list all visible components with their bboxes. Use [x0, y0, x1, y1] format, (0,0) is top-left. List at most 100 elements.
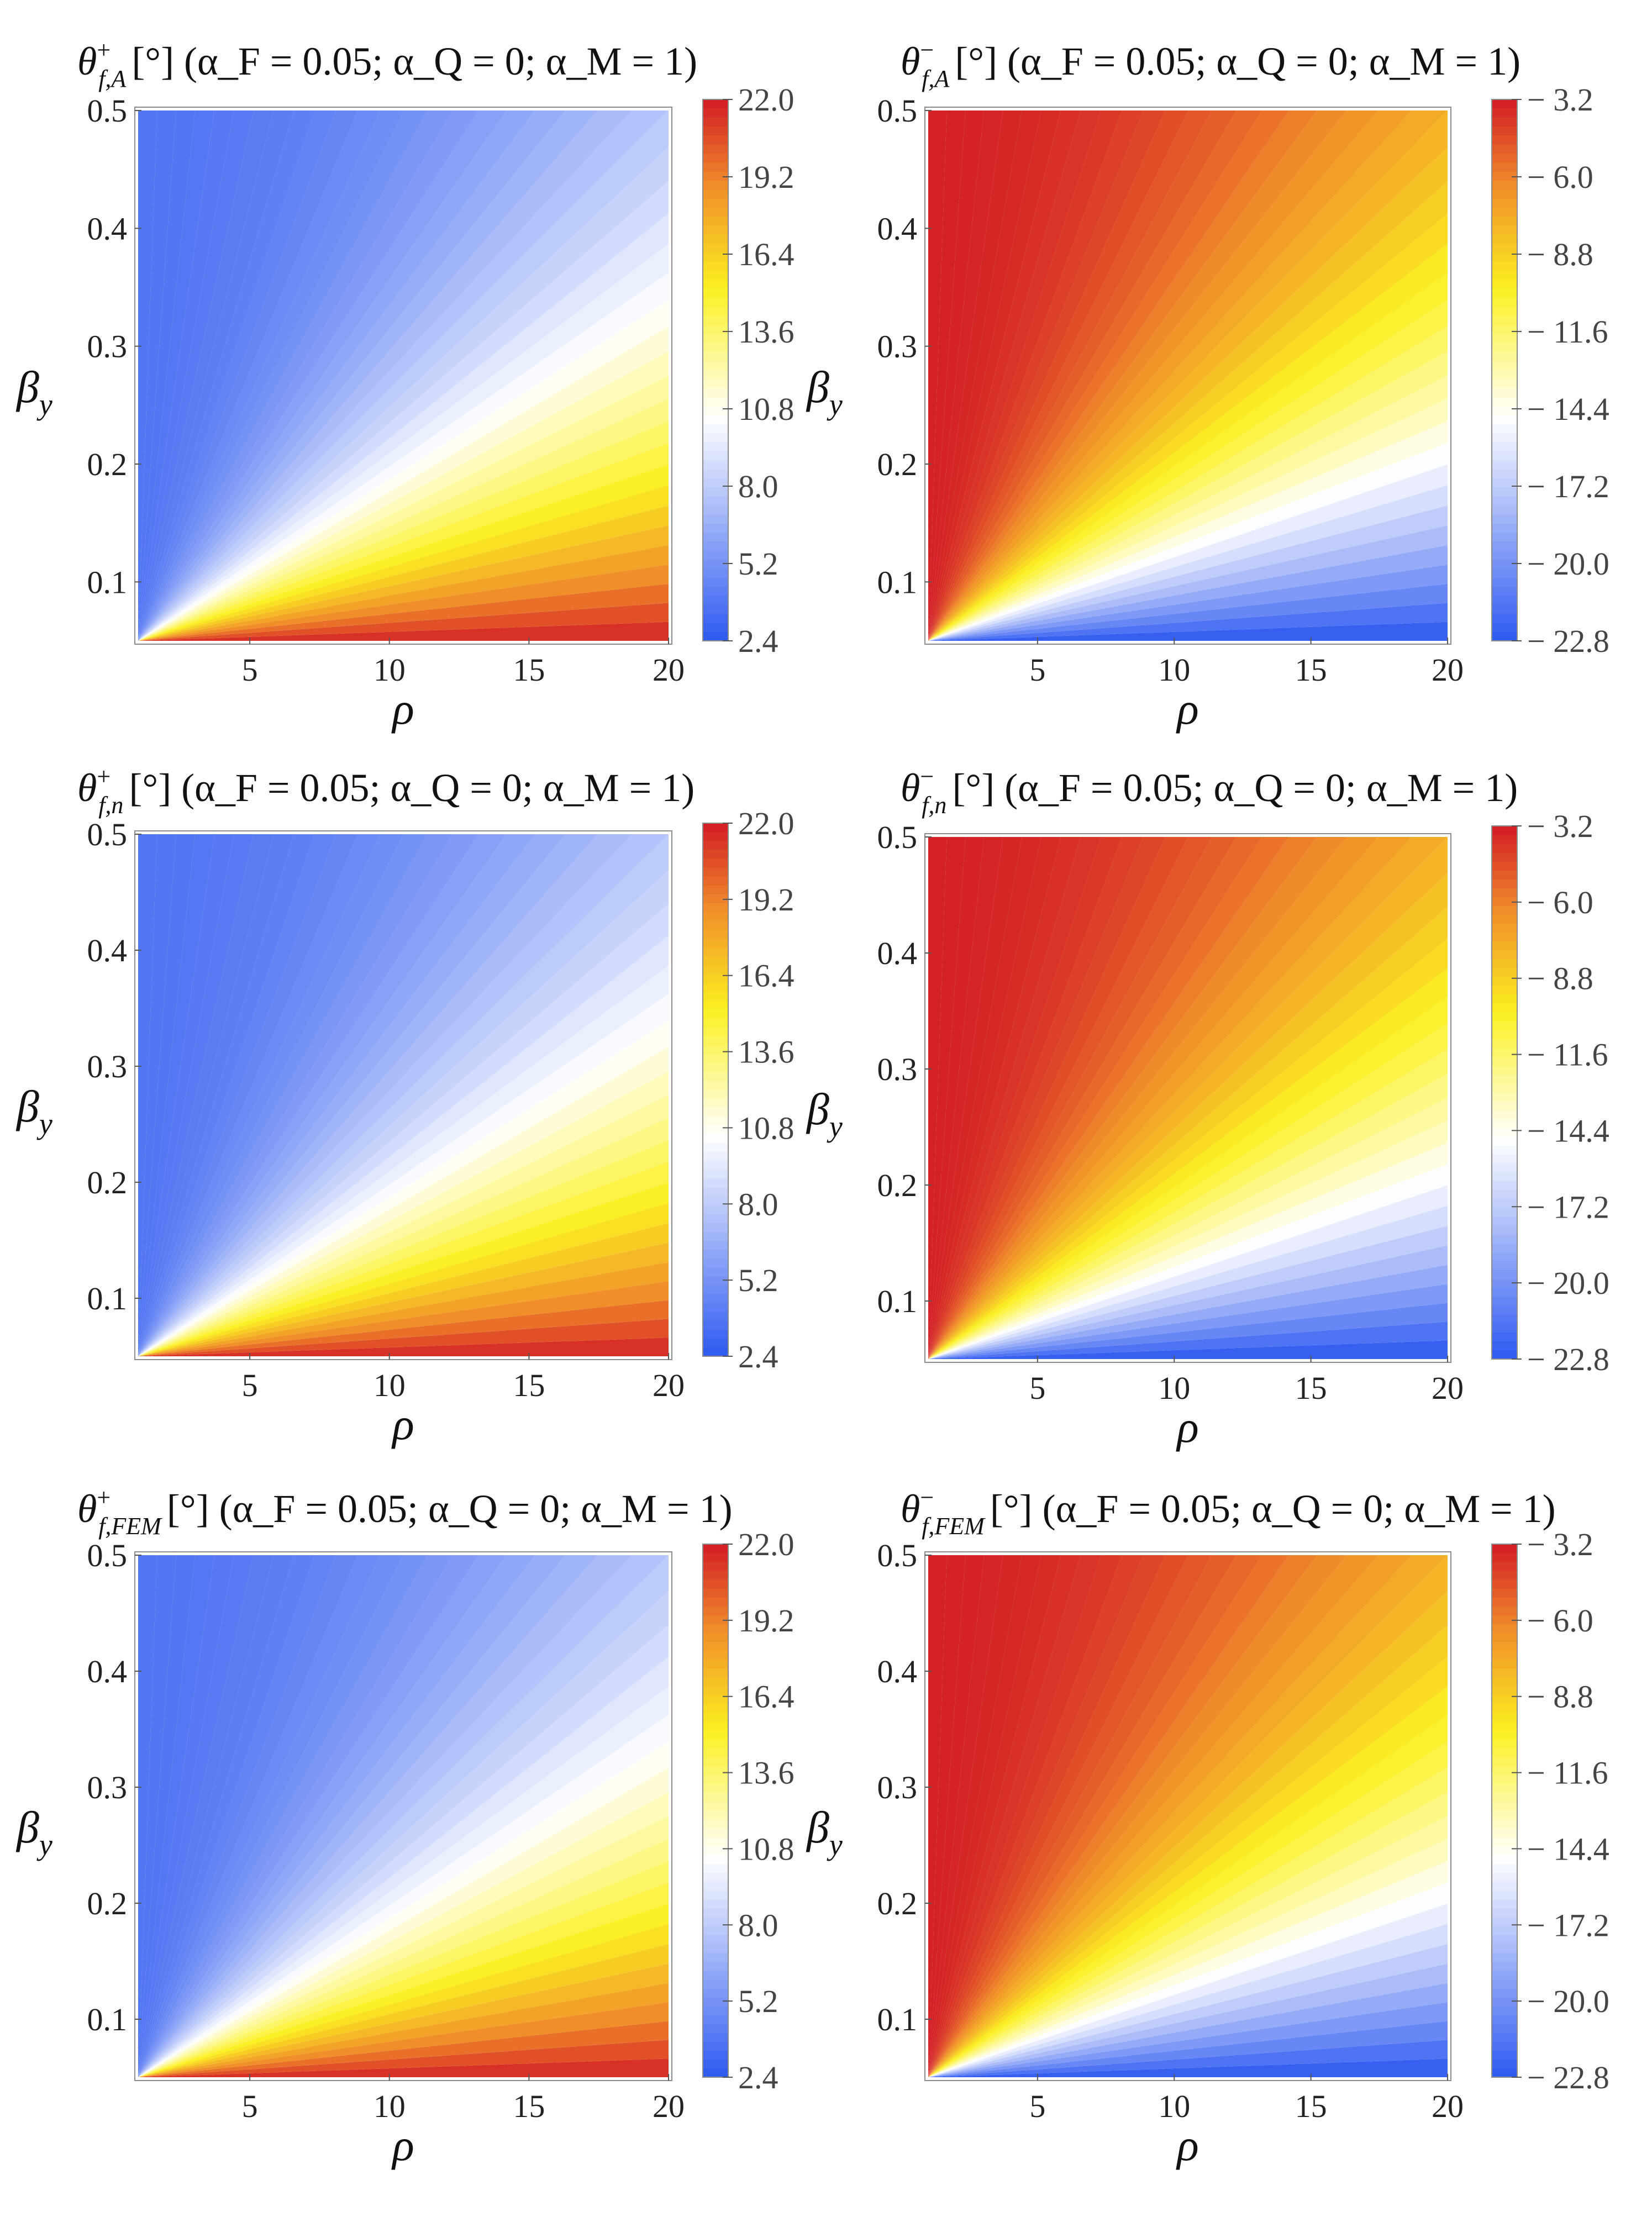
colorbar-segment — [703, 2006, 728, 2016]
contour-band — [138, 1903, 669, 2077]
colorbar-segment — [703, 2032, 728, 2042]
colorbar-segment — [703, 469, 728, 479]
y-tick-label: 0.3 — [87, 329, 128, 365]
colorbar-tick-label: 10.8 — [738, 391, 795, 427]
contour-band — [928, 837, 966, 1359]
colorbar-segment — [703, 1187, 728, 1197]
x-tick-label: 20 — [1432, 652, 1464, 688]
y-tick-label: 0.5 — [877, 1537, 918, 1573]
colorbar-segment — [703, 1882, 728, 1892]
colorbar-segment — [1492, 861, 1517, 871]
colorbar-segment — [1492, 244, 1517, 254]
colorbar-segment — [1492, 1935, 1517, 1945]
contour-band — [138, 1555, 669, 2077]
contour-band — [928, 837, 1061, 1359]
contour-band — [928, 603, 1448, 641]
colorbar-segment — [1492, 897, 1517, 907]
colorbar-segment — [703, 298, 728, 308]
x-tick-label: 5 — [1029, 1370, 1045, 1406]
contour-band — [138, 1815, 669, 2077]
contour-band — [138, 110, 157, 641]
contour-band — [138, 1555, 274, 2077]
colorbar-segment — [703, 859, 728, 868]
colorbar-segment — [1492, 1544, 1517, 1554]
contour-band — [928, 837, 1166, 1359]
colorbar-segment — [1492, 977, 1517, 987]
colorbar-tick-label: 5.2 — [738, 1983, 778, 2019]
colorbar-tick-label: − 20.0 — [1527, 1265, 1609, 1301]
contour-band — [138, 834, 358, 1356]
y-tick-label: 0.5 — [87, 1537, 128, 1573]
colorbar-segment — [703, 505, 728, 515]
contour-band — [138, 110, 358, 641]
colorbar-segment — [1492, 1828, 1517, 1838]
colorbar-segment — [1492, 1092, 1517, 1102]
contour-band — [138, 1555, 669, 2077]
colorbar-segment — [703, 424, 728, 434]
contour-band — [928, 837, 1412, 1359]
y-tick-label: 0.3 — [87, 1049, 128, 1084]
colorbar-tick-label: 16.4 — [738, 1679, 795, 1715]
colorbar: − 3.2 − 6.0 − 8.8 − 11.6 − 14.4 − 17.2 − 20.0 −… — [1491, 82, 1609, 659]
colorbar-tick-label: − 11.6 — [1527, 314, 1608, 350]
colorbar-frame — [702, 823, 729, 1357]
colorbar-segment — [1492, 514, 1517, 524]
contour-panel-3: 5 10 15 20 0.1 0.2 0.3 0.4 0.5 ρ βy θ+ f,n [°] (α_F =… — [15, 763, 795, 1449]
colorbar-segment — [1492, 289, 1517, 299]
colorbar-segment — [703, 568, 728, 578]
contour-band — [928, 837, 1101, 1359]
colorbar-segment — [703, 496, 728, 506]
colorbar-tick-label: − 3.2 — [1527, 82, 1593, 118]
colorbar-segment — [703, 1178, 728, 1188]
contour-band — [138, 1767, 669, 2077]
colorbar-segment — [703, 1125, 728, 1135]
contour-band — [138, 1944, 669, 2077]
colorbar-tick-label: − 8.8 — [1527, 236, 1593, 272]
colorbar-segment — [703, 1926, 728, 1936]
colorbar-segment — [703, 361, 728, 371]
colorbar-segment — [703, 1597, 728, 1607]
contour-band — [138, 1223, 669, 1356]
colorbar-segment — [1492, 614, 1517, 624]
colorbar-tick-label: 19.2 — [738, 1603, 795, 1639]
contour-band — [928, 1555, 1061, 2077]
colorbar-segment — [703, 370, 728, 380]
contour-band — [928, 1245, 1448, 1359]
colorbar-tick-label: − 22.8 — [1527, 1341, 1609, 1377]
contour-band — [928, 837, 1212, 1359]
colorbar-segment — [1492, 1021, 1517, 1031]
colorbar-segment — [1492, 334, 1517, 344]
colorbar-segment — [1492, 1730, 1517, 1740]
colorbar-segment — [1492, 415, 1517, 425]
colorbar-segment — [703, 1908, 728, 1918]
colorbar-segment — [703, 604, 728, 614]
colorbar-frame — [1491, 99, 1518, 641]
contour-band — [138, 110, 535, 641]
colorbar-segment — [703, 947, 728, 957]
contour-band — [928, 837, 1081, 1359]
colorbar-segment — [703, 596, 728, 605]
contour-panel-6: 5 10 15 20 0.1 0.2 0.3 0.4 0.5 ρ βy θ− f,FEM [°] (α_F… — [806, 1484, 1609, 2170]
panel-title: θ+ f,FEM [°] (α_F = 0.05; α_Q = 0; α_M = 1… — [77, 1484, 733, 1540]
contour-band — [138, 110, 381, 641]
contour-band — [138, 110, 274, 641]
colorbar-segment — [703, 1971, 728, 1981]
colorbar-segment — [1492, 1961, 1517, 1971]
colorbar-segment — [703, 487, 728, 497]
colorbar-segment — [1492, 1279, 1517, 1289]
colorbar-segment — [703, 832, 728, 842]
contour-band — [928, 110, 1212, 641]
contour-band — [138, 834, 479, 1356]
colorbar-segment — [703, 920, 728, 930]
contour-band — [138, 834, 336, 1356]
colorbar-segment — [703, 587, 728, 597]
colorbar-segment — [703, 1686, 728, 1696]
colorbar-segment — [1492, 941, 1517, 951]
y-tick-label: 0.2 — [87, 1886, 128, 1921]
contour-band — [138, 834, 507, 1356]
colorbar-segment — [703, 99, 728, 109]
contour-panel-4: 5 10 15 20 0.1 0.2 0.3 0.4 0.5 ρ βy θ− f,n [°] (α_F =… — [806, 763, 1609, 1452]
contour-band — [928, 837, 1347, 1359]
contour-band — [928, 110, 1237, 641]
y-tick-label: 0.4 — [877, 1654, 918, 1689]
